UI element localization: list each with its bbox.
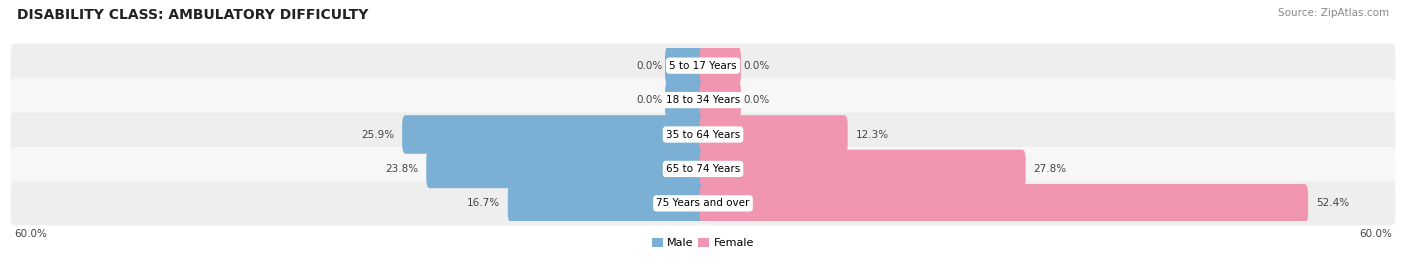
- Text: Source: ZipAtlas.com: Source: ZipAtlas.com: [1278, 8, 1389, 18]
- Text: 35 to 64 Years: 35 to 64 Years: [666, 129, 740, 140]
- Text: 18 to 34 Years: 18 to 34 Years: [666, 95, 740, 105]
- FancyBboxPatch shape: [700, 81, 741, 119]
- Text: 0.0%: 0.0%: [637, 95, 662, 105]
- Text: 75 Years and over: 75 Years and over: [657, 198, 749, 208]
- FancyBboxPatch shape: [11, 44, 1395, 88]
- Text: 60.0%: 60.0%: [14, 229, 46, 239]
- FancyBboxPatch shape: [700, 184, 1308, 223]
- Text: 0.0%: 0.0%: [744, 95, 769, 105]
- Text: 25.9%: 25.9%: [361, 129, 394, 140]
- Text: 27.8%: 27.8%: [1033, 164, 1067, 174]
- Text: 0.0%: 0.0%: [637, 61, 662, 71]
- FancyBboxPatch shape: [11, 147, 1395, 191]
- Legend: Male, Female: Male, Female: [647, 234, 759, 253]
- Text: 16.7%: 16.7%: [467, 198, 499, 208]
- Text: 65 to 74 Years: 65 to 74 Years: [666, 164, 740, 174]
- FancyBboxPatch shape: [665, 46, 706, 85]
- FancyBboxPatch shape: [11, 181, 1395, 225]
- Text: DISABILITY CLASS: AMBULATORY DIFFICULTY: DISABILITY CLASS: AMBULATORY DIFFICULTY: [17, 8, 368, 22]
- Text: 60.0%: 60.0%: [1360, 229, 1392, 239]
- Text: 12.3%: 12.3%: [856, 129, 889, 140]
- FancyBboxPatch shape: [700, 115, 848, 154]
- FancyBboxPatch shape: [508, 184, 706, 223]
- FancyBboxPatch shape: [11, 112, 1395, 157]
- Text: 5 to 17 Years: 5 to 17 Years: [669, 61, 737, 71]
- FancyBboxPatch shape: [665, 81, 706, 119]
- FancyBboxPatch shape: [700, 150, 1025, 188]
- FancyBboxPatch shape: [700, 46, 741, 85]
- Text: 23.8%: 23.8%: [385, 164, 418, 174]
- Text: 52.4%: 52.4%: [1316, 198, 1350, 208]
- FancyBboxPatch shape: [402, 115, 706, 154]
- FancyBboxPatch shape: [11, 78, 1395, 122]
- Text: 0.0%: 0.0%: [744, 61, 769, 71]
- FancyBboxPatch shape: [426, 150, 706, 188]
